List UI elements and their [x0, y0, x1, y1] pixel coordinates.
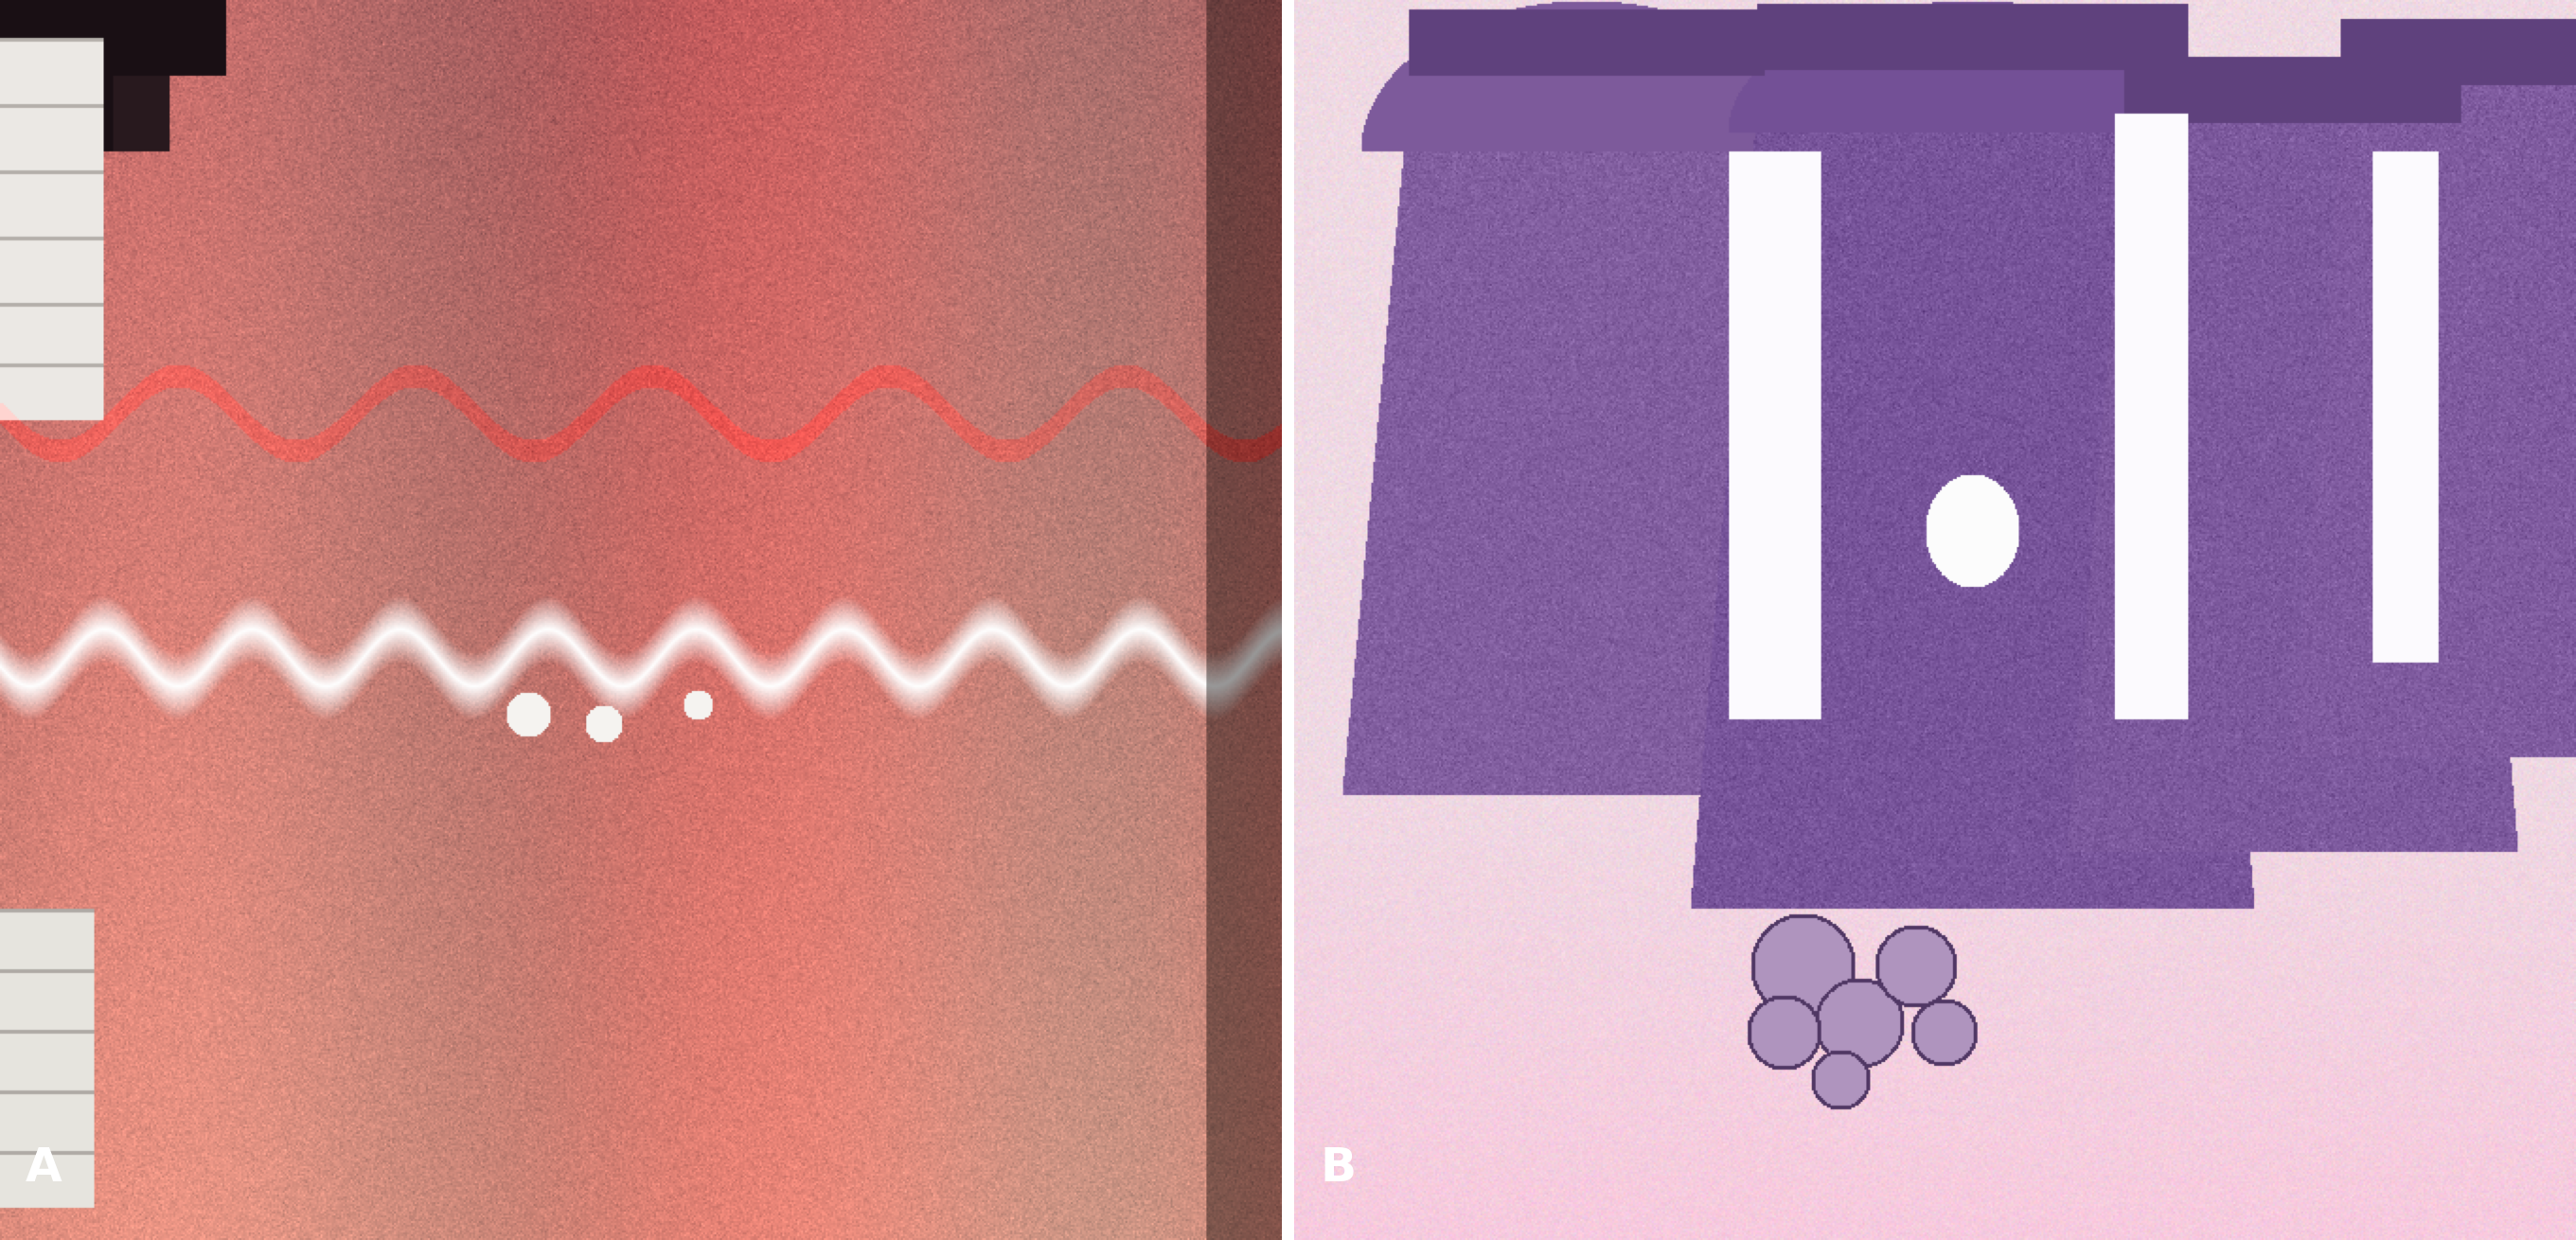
Text: B: B: [1319, 1145, 1355, 1190]
Text: A: A: [26, 1145, 62, 1190]
